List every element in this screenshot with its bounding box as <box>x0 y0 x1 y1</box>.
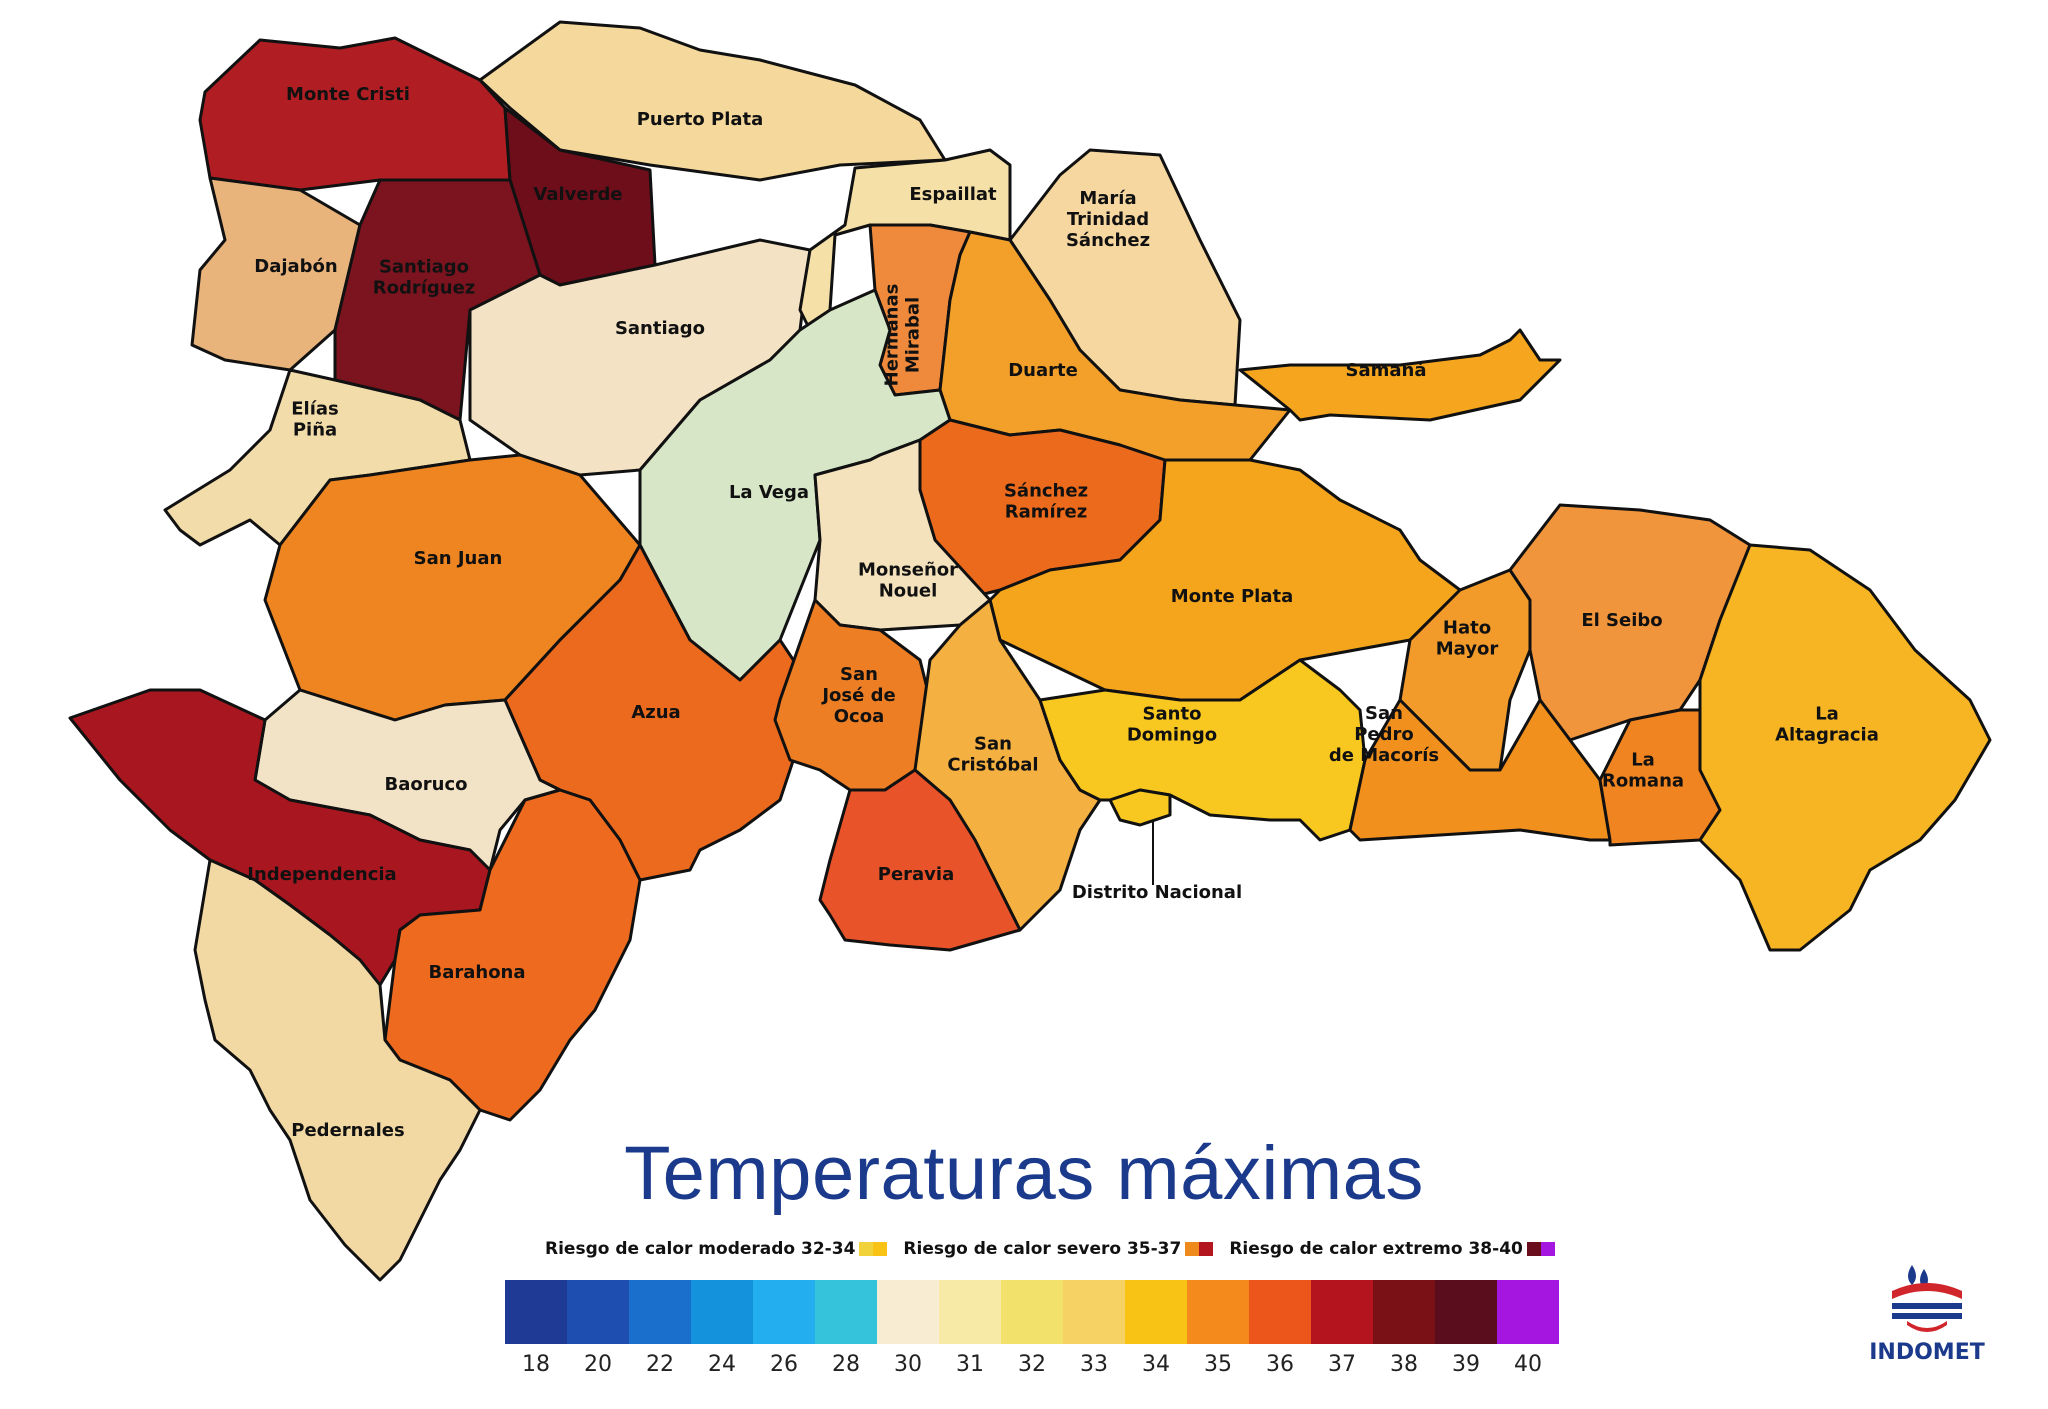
province-label-san-juan: San Juan <box>414 548 503 569</box>
risk-moderate-swatch-2 <box>873 1242 888 1256</box>
province-label-maría-trinidad-sánchez: María Trinidad Sánchez <box>1066 188 1150 251</box>
scale-tick-label: 30 <box>894 1352 922 1377</box>
risk-severe-swatch-1 <box>1185 1242 1200 1256</box>
scale-cell <box>1497 1280 1559 1344</box>
risk-severe: Riesgo de calor severo 35-37 <box>903 1239 1214 1259</box>
scale-tick-label: 35 <box>1204 1352 1232 1377</box>
province-shape <box>190 176 362 372</box>
province-shape <box>1108 788 1172 827</box>
province-shape <box>193 858 482 1282</box>
province-label-barahona: Barahona <box>428 962 525 983</box>
scale-tick-label: 33 <box>1080 1352 1108 1377</box>
province-shape <box>383 788 642 1122</box>
province-label-espaillat: Espaillat <box>909 184 997 205</box>
scale-tick-label: 34 <box>1142 1352 1170 1377</box>
province-label-el-seibo: El Seibo <box>1581 610 1662 631</box>
province-label-san-josé-de-ocoa: San José de Ocoa <box>820 664 895 727</box>
temperature-scale-ticks: 18 20 22 24 26 28 30 31 32 33 34 35 36 37 38 39 40 <box>505 1352 1555 1382</box>
province-label-distrito-nacional: Distrito Nacional <box>1072 882 1242 903</box>
province-label-la-altagracia: La Altagracia <box>1775 704 1879 746</box>
province-label-san-cristóbal: San Cristóbal <box>947 734 1038 776</box>
scale-tick-label: 32 <box>1018 1352 1046 1377</box>
province-label-sánchez-ramírez: Sánchez Ramírez <box>1004 481 1088 523</box>
province-label-monseñor-nouel: Monseñor Nouel <box>858 560 958 602</box>
province-label-monte-cristi: Monte Cristi <box>286 84 410 105</box>
province-label-santiago: Santiago <box>615 318 705 339</box>
scale-tick-label: 20 <box>584 1352 612 1377</box>
scale-tick-label: 22 <box>646 1352 674 1377</box>
province-label-la-romana: La Romana <box>1602 750 1684 792</box>
scale-cell <box>1435 1280 1497 1344</box>
province-label-azua: Azua <box>631 702 680 723</box>
province-label-pedernales: Pedernales <box>291 1120 404 1141</box>
province-label-valverde: Valverde <box>533 184 622 205</box>
scale-tick-label: 37 <box>1328 1352 1356 1377</box>
scale-cell <box>877 1280 939 1344</box>
province-shape <box>818 768 1022 952</box>
indomet-logo: INDOMET <box>1862 1255 1992 1365</box>
province-label-hato-mayor: Hato Mayor <box>1436 618 1499 660</box>
province-label-dajabón: Dajabón <box>254 256 337 277</box>
scale-tick-label: 26 <box>770 1352 798 1377</box>
scale-cell <box>629 1280 691 1344</box>
scale-cell <box>1373 1280 1435 1344</box>
scale-cell <box>1311 1280 1373 1344</box>
risk-extreme-swatch-1 <box>1526 1242 1541 1256</box>
risk-moderate: Riesgo de calor moderado 32-34 <box>545 1239 888 1259</box>
province-label-monte-plata: Monte Plata <box>1171 586 1293 607</box>
province-label-santo-domingo: Santo Domingo <box>1127 704 1217 746</box>
risk-extreme: Riesgo de calor extremo 38-40 <box>1229 1239 1555 1259</box>
province-shape <box>1238 328 1562 422</box>
province-label-la-vega: La Vega <box>729 482 809 503</box>
risk-legend: Riesgo de calor moderado 32-34 Riesgo de… <box>545 1236 1555 1262</box>
province-label-santiago-rodríguez: Santiago Rodríguez <box>373 257 476 299</box>
scale-cell <box>815 1280 877 1344</box>
scale-tick-label: 28 <box>832 1352 860 1377</box>
scale-tick-label: 24 <box>708 1352 736 1377</box>
province-label-samaná: Samaná <box>1346 360 1427 381</box>
scale-cell <box>1187 1280 1249 1344</box>
scale-cell <box>505 1280 567 1344</box>
scale-tick-label: 38 <box>1390 1352 1418 1377</box>
map-title: Temperaturas máximas <box>624 1131 1424 1216</box>
province-label-duarte: Duarte <box>1008 360 1078 381</box>
province-shape <box>1598 708 1722 847</box>
province-label-peravia: Peravia <box>878 864 954 885</box>
province-shape <box>1678 543 1992 952</box>
scale-cell <box>1249 1280 1311 1344</box>
province-shape <box>333 178 542 422</box>
scale-cell <box>1063 1280 1125 1344</box>
risk-extreme-label: Riesgo de calor extremo 38-40 <box>1229 1239 1523 1259</box>
scale-tick-label: 40 <box>1514 1352 1542 1377</box>
scale-cell <box>1125 1280 1187 1344</box>
province-label-hermanas-mirabal: HermanasMirabal <box>882 284 924 387</box>
province-label-baoruco: Baoruco <box>385 774 468 795</box>
scale-tick-label: 31 <box>956 1352 984 1377</box>
scale-cell <box>691 1280 753 1344</box>
scale-cell <box>567 1280 629 1344</box>
province-shape <box>198 36 512 192</box>
province-label-puerto-plata: Puerto Plata <box>637 109 764 130</box>
risk-moderate-label: Riesgo de calor moderado 32-34 <box>545 1239 856 1259</box>
risk-severe-label: Riesgo de calor severo 35-37 <box>903 1239 1182 1259</box>
scale-tick-label: 36 <box>1266 1352 1294 1377</box>
risk-extreme-swatch-2 <box>1540 1242 1555 1256</box>
province-label-independencia: Independencia <box>247 864 396 885</box>
indomet-logo-icon <box>1892 1265 1962 1332</box>
scale-cell <box>1001 1280 1063 1344</box>
province-shape <box>1508 503 1752 742</box>
temperature-color-scale <box>505 1280 1559 1344</box>
risk-severe-swatch-2 <box>1199 1242 1214 1256</box>
scale-tick-label: 18 <box>522 1352 550 1377</box>
indomet-logo-text: INDOMET <box>1869 1340 1985 1365</box>
scale-cell <box>939 1280 1001 1344</box>
scale-tick-label: 39 <box>1452 1352 1480 1377</box>
scale-cell <box>753 1280 815 1344</box>
province-label-san-pedro-de-macorís: San Pedro de Macorís <box>1329 703 1439 766</box>
province-label-elías-piña: Elías Piña <box>291 399 339 441</box>
risk-moderate-swatch-1 <box>859 1242 874 1256</box>
